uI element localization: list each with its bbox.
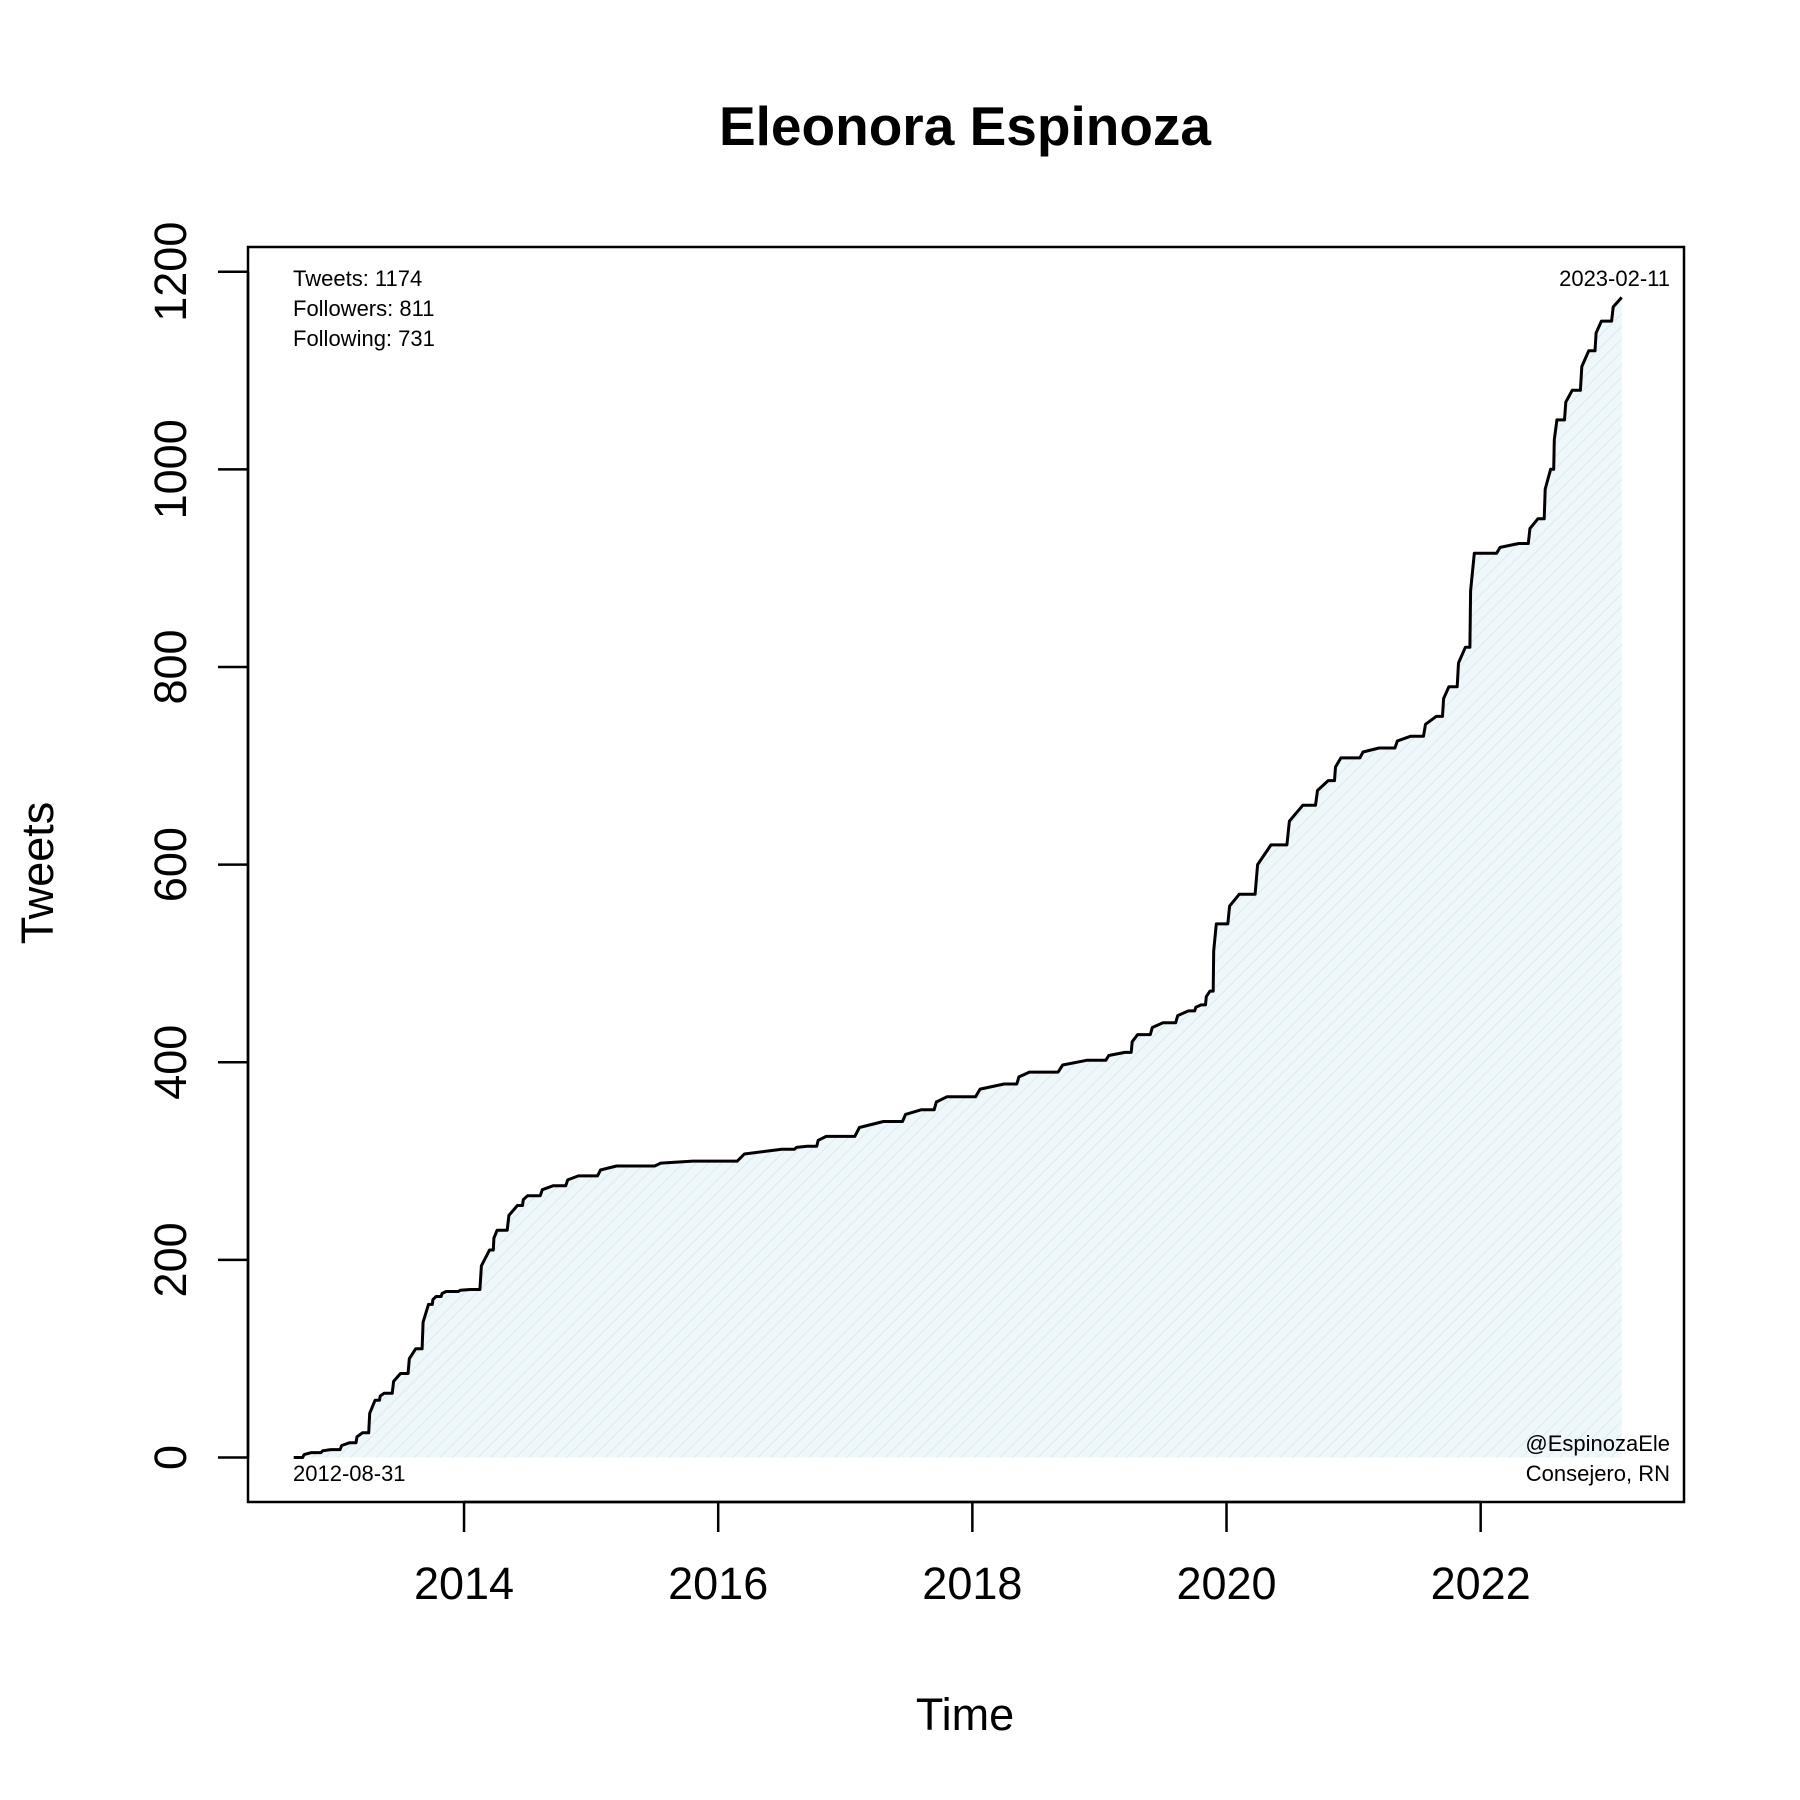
x-tick-label-2022: 2022 [1431, 1558, 1531, 1609]
y-axis-label: Tweets [12, 802, 63, 945]
y-tick-label-1000: 1000 [145, 419, 196, 519]
tweets-area [293, 297, 1622, 1458]
x-tick-label-2014: 2014 [414, 1558, 514, 1609]
y-tick-label-600: 600 [145, 827, 196, 902]
start-date-note: 2012-08-31 [293, 1461, 406, 1486]
y-tick-label-800: 800 [145, 629, 196, 704]
followers-count-note: Followers: 811 [293, 296, 434, 321]
x-tick-label-2016: 2016 [668, 1558, 768, 1609]
y-tick-label-200: 200 [145, 1222, 196, 1297]
y-axis: 0 200 400 600 800 1000 1200 [145, 222, 250, 1470]
chart-title: Eleonora Espinoza [719, 95, 1211, 157]
role-note: Consejero, RN [1526, 1461, 1670, 1486]
handle-note: @EspinozaEle [1525, 1431, 1670, 1456]
x-tick-label-2020: 2020 [1176, 1558, 1276, 1609]
x-tick-label-2018: 2018 [922, 1558, 1022, 1609]
x-axis-label: Time [916, 1689, 1014, 1740]
area-layer [293, 297, 1622, 1458]
line-layer [293, 296, 1623, 1459]
tweets-line [293, 296, 1623, 1459]
x-axis: 2014 2016 2018 2020 2022 [414, 1500, 1531, 1609]
tweets-count-note: Tweets: 1174 [293, 266, 422, 291]
y-tick-label-1200: 1200 [145, 222, 196, 322]
end-date-note: 2023-02-11 [1559, 266, 1670, 291]
y-tick-label-400: 400 [145, 1025, 196, 1100]
y-tick-label-0: 0 [145, 1445, 196, 1470]
following-count-note: Following: 731 [293, 326, 435, 351]
